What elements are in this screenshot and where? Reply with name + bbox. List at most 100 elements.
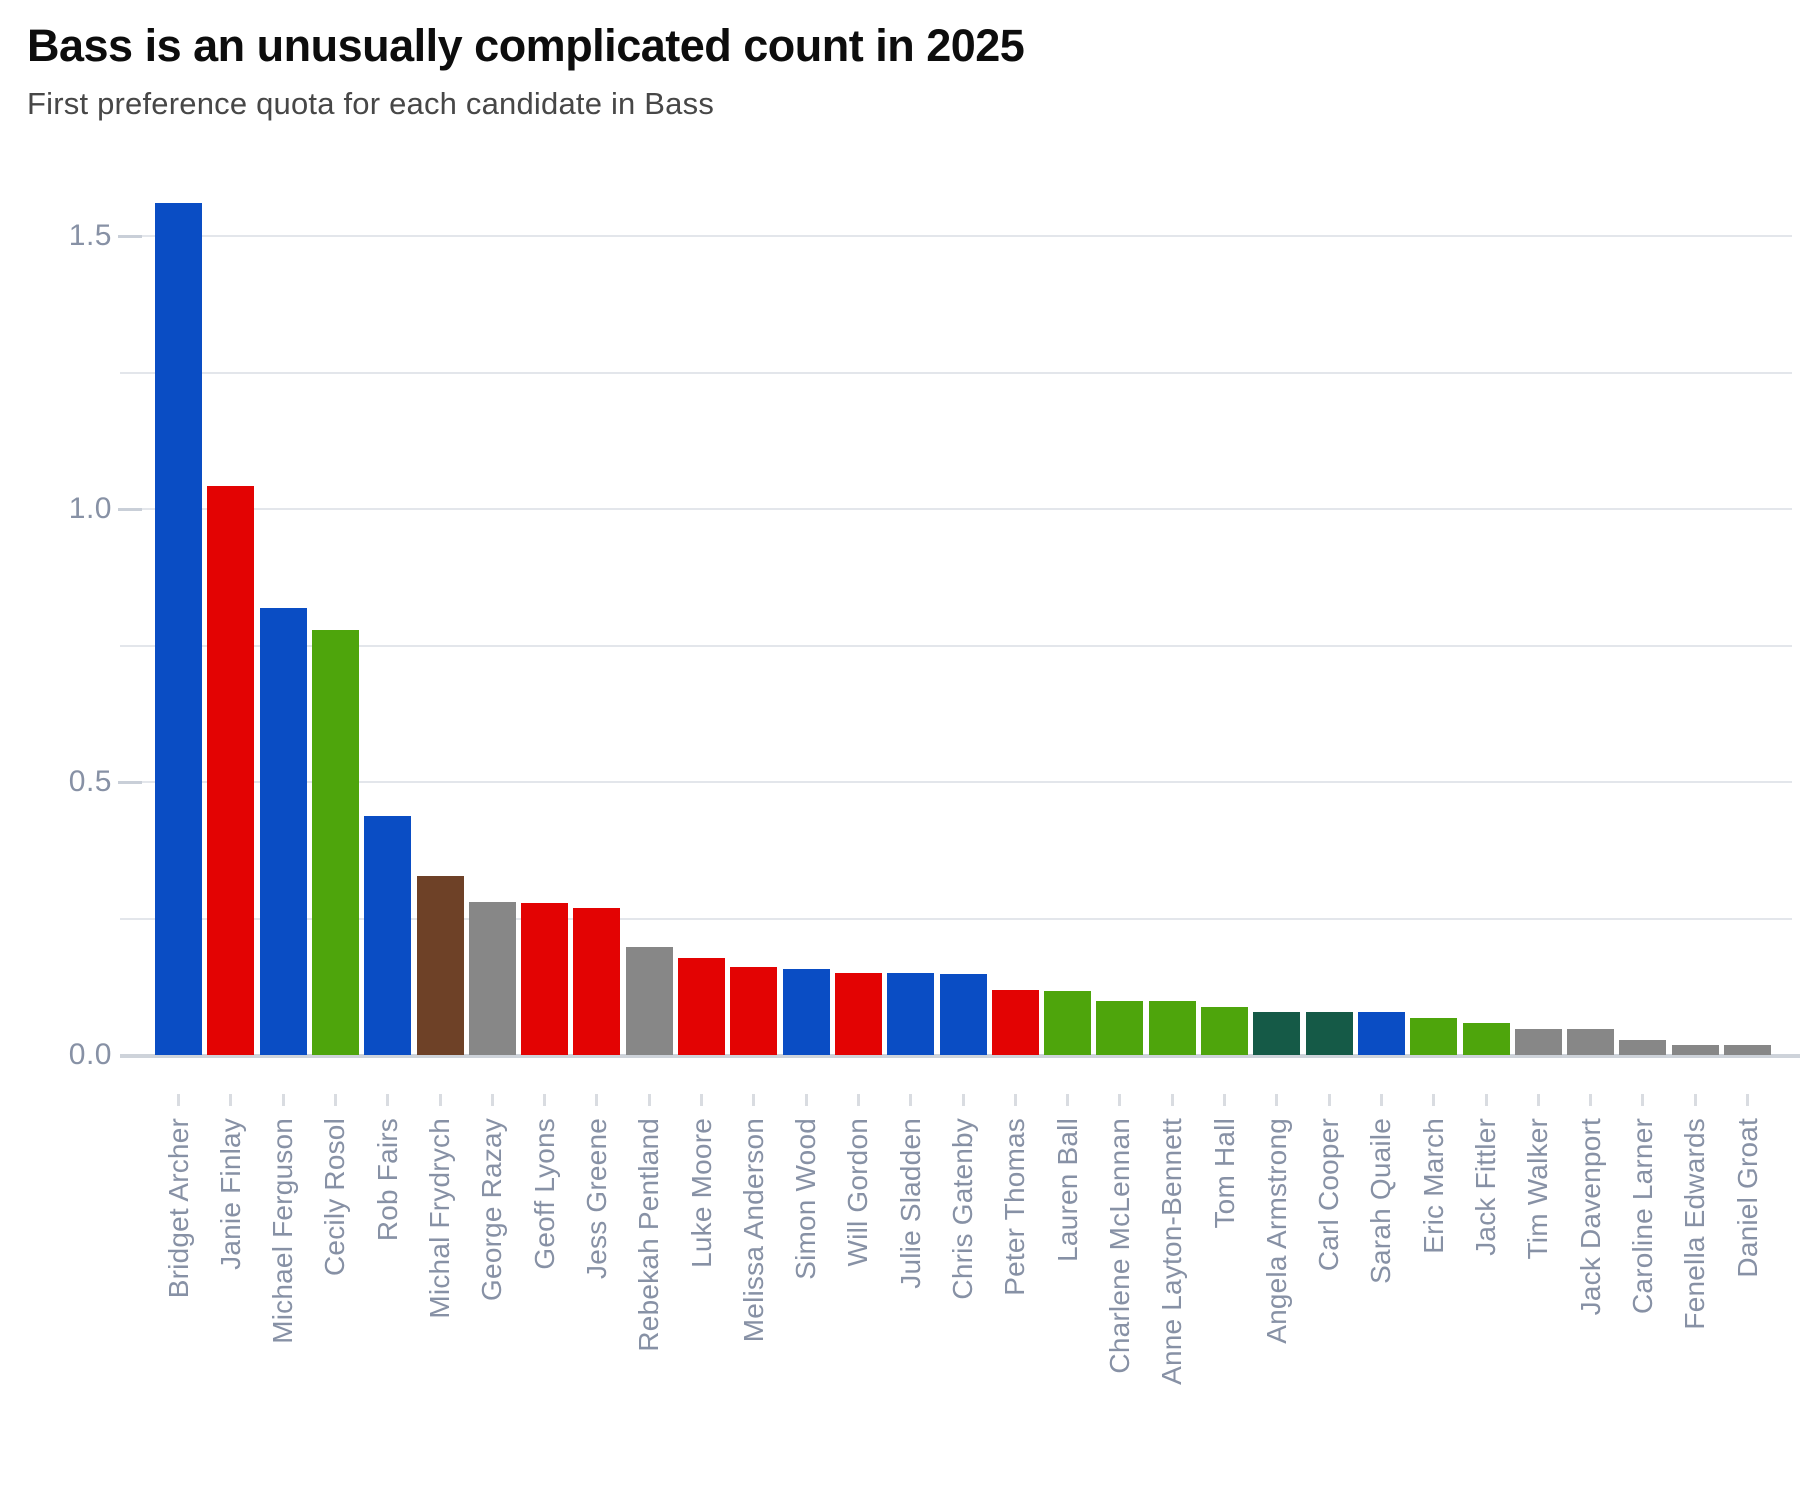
x-axis-tick (543, 1094, 546, 1106)
y-axis-label: 1.0 (68, 492, 112, 525)
bar-rob-fairs (364, 816, 411, 1055)
y-axis-tick (118, 235, 142, 238)
x-axis-tick (962, 1094, 965, 1106)
y-axis-tick (118, 781, 142, 784)
bar-luke-moore (678, 958, 725, 1055)
x-axis-label-sarah-quaile: Sarah Quaile (1365, 1118, 1396, 1284)
x-axis-tick (805, 1094, 808, 1106)
x-axis-tick (1485, 1094, 1488, 1106)
bar-janie-finlay (207, 486, 254, 1055)
bar-fenella-edwards (1672, 1045, 1719, 1055)
x-axis-tick (595, 1094, 598, 1106)
chart-subtitle: First preference quota for each candidat… (27, 86, 715, 121)
x-axis-tick (491, 1094, 494, 1106)
x-axis-label-caroline-larner: Caroline Larner (1627, 1118, 1658, 1314)
x-axis-label-lauren-ball: Lauren Ball (1052, 1118, 1083, 1262)
x-axis-label-charlene-mclennan: Charlene McLennan (1104, 1118, 1135, 1374)
x-axis-label-michael-ferguson: Michael Ferguson (267, 1118, 298, 1344)
x-axis-tick (334, 1094, 337, 1106)
x-axis-label-janie-finlay: Janie Finlay (215, 1118, 246, 1270)
bar-george-razay (469, 902, 516, 1055)
bar-cecily-rosol (312, 630, 359, 1055)
x-axis-line (120, 1054, 1800, 1058)
bar-caroline-larner (1619, 1040, 1666, 1055)
x-axis-tick (1537, 1094, 1540, 1106)
x-axis-tick (752, 1094, 755, 1106)
x-axis-tick (1275, 1094, 1278, 1106)
x-axis-label-jess-greene: Jess Greene (581, 1118, 612, 1279)
bar-jack-fittler (1463, 1023, 1510, 1055)
gridline-0.25 (120, 917, 1792, 920)
x-axis-tick (1380, 1094, 1383, 1106)
x-axis-label-jack-fittler: Jack Fittler (1470, 1118, 1501, 1256)
x-axis-tick (229, 1094, 232, 1106)
gridline-1.25 (120, 371, 1792, 374)
bar-peter-thomas (992, 990, 1039, 1055)
bar-charlene-mclennan (1096, 1001, 1143, 1055)
gridline-1.5 (120, 235, 1792, 237)
x-axis-tick (909, 1094, 912, 1106)
x-axis-label-jack-davenport: Jack Davenport (1575, 1118, 1606, 1316)
x-axis-tick (386, 1094, 389, 1106)
gridline-1 (120, 508, 1792, 510)
bar-melissa-anderson (730, 967, 777, 1055)
bar-will-gordon (835, 973, 882, 1055)
bar-anne-layton-bennett (1149, 1001, 1196, 1055)
x-axis-label-tim-walker: Tim Walker (1522, 1118, 1553, 1260)
bar-eric-march (1410, 1018, 1457, 1055)
x-axis-tick (439, 1094, 442, 1106)
x-axis-tick (700, 1094, 703, 1106)
bar-bridget-archer (155, 203, 202, 1055)
x-axis-label-anne-layton-bennett: Anne Layton-Bennett (1156, 1118, 1187, 1385)
x-axis-label-carl-cooper: Carl Cooper (1313, 1118, 1344, 1272)
bar-rebekah-pentland (626, 947, 673, 1055)
bar-michael-ferguson (260, 608, 307, 1055)
bar-carl-cooper (1306, 1012, 1353, 1055)
bar-tim-walker (1515, 1029, 1562, 1055)
x-axis-tick (1171, 1094, 1174, 1106)
bar-michal-frydrych (417, 876, 464, 1055)
chart-title: Bass is an unusually complicated count i… (27, 20, 1025, 71)
x-axis-label-michal-frydrych: Michal Frydrych (424, 1118, 455, 1319)
x-axis-label-tom-hall: Tom Hall (1209, 1118, 1240, 1229)
x-axis-label-simon-wood: Simon Wood (790, 1118, 821, 1280)
y-axis-label: 1.5 (68, 219, 112, 252)
y-axis-tick (118, 508, 142, 511)
x-axis-tick (857, 1094, 860, 1106)
bar-simon-wood (783, 969, 830, 1055)
x-axis-tick (1066, 1094, 1069, 1106)
x-axis-label-julie-sladden: Julie Sladden (895, 1118, 926, 1289)
y-axis-label: 0.5 (68, 765, 112, 798)
x-axis-tick (1589, 1094, 1592, 1106)
x-axis-tick (1328, 1094, 1331, 1106)
bar-daniel-groat (1724, 1045, 1771, 1055)
x-axis-label-cecily-rosol: Cecily Rosol (319, 1118, 350, 1276)
x-axis-label-angela-armstrong: Angela Armstrong (1261, 1118, 1292, 1344)
x-axis-tick (282, 1094, 285, 1106)
x-axis-label-bridget-archer: Bridget Archer (163, 1118, 194, 1299)
bar-jess-greene (573, 908, 620, 1055)
y-axis-label: 0.0 (68, 1038, 112, 1071)
x-axis-label-daniel-groat: Daniel Groat (1732, 1118, 1763, 1278)
x-axis-tick (1118, 1094, 1121, 1106)
x-axis-label-rob-fairs: Rob Fairs (372, 1118, 403, 1242)
bar-angela-armstrong (1253, 1012, 1300, 1055)
x-axis-label-fenella-edwards: Fenella Edwards (1679, 1118, 1710, 1330)
bar-jack-davenport (1567, 1029, 1614, 1055)
x-axis-tick (1014, 1094, 1017, 1106)
bar-lauren-ball (1044, 991, 1091, 1055)
x-axis-tick (1223, 1094, 1226, 1106)
bar-chris-gatenby (940, 974, 987, 1055)
x-axis-label-rebekah-pentland: Rebekah Pentland (633, 1118, 664, 1352)
x-axis-tick (1432, 1094, 1435, 1106)
x-axis-tick (648, 1094, 651, 1106)
x-axis-label-will-gordon: Will Gordon (842, 1118, 873, 1267)
bar-julie-sladden (887, 973, 934, 1055)
gridline-0.5 (120, 781, 1792, 783)
x-axis-tick (177, 1094, 180, 1106)
x-axis-tick (1641, 1094, 1644, 1106)
x-axis-label-chris-gatenby: Chris Gatenby (947, 1118, 978, 1300)
x-axis-label-melissa-anderson: Melissa Anderson (738, 1118, 769, 1343)
